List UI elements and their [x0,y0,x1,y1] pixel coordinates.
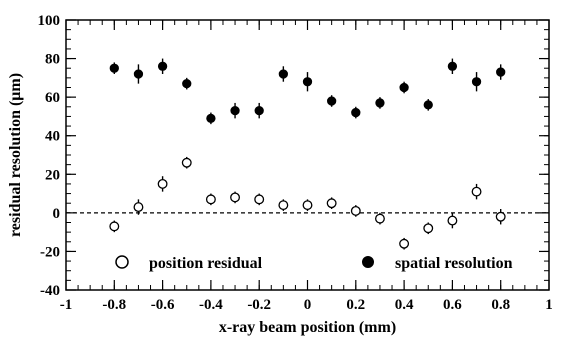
point-spatial-resolution [375,98,385,108]
point-position-residual [230,192,241,203]
x-tick-label: 1 [545,297,553,313]
y-axis-title: residual resolution (μm) [7,73,24,237]
point-position-residual [302,200,313,211]
point-position-residual [133,202,144,213]
legend-marker-position-residual [115,255,129,269]
point-spatial-resolution [471,77,482,87]
point-spatial-resolution [326,96,337,106]
point-spatial-resolution [423,100,433,110]
point-spatial-resolution [278,69,289,79]
point-position-residual [399,238,410,249]
point-position-residual [254,194,265,205]
point-spatial-resolution [447,61,458,71]
point-spatial-resolution [182,78,192,89]
point-position-residual [423,223,434,234]
x-tick-label: 0 [304,297,312,313]
x-tick-label: -1 [60,297,73,313]
y-tick-label: 60 [45,90,60,106]
x-tick-label: -0.4 [199,297,223,313]
point-position-residual [447,215,458,226]
point-spatial-resolution [230,105,240,116]
point-position-residual [350,205,361,216]
x-tick-label: -0.8 [102,297,126,313]
y-tick-label: -40 [40,283,60,299]
point-position-residual [471,186,482,197]
point-position-residual [326,198,337,209]
point-spatial-resolution [302,77,313,87]
point-spatial-resolution [254,105,264,116]
x-tick-label: -0.6 [151,297,175,313]
point-position-residual [181,157,192,168]
x-tick-label: 0.4 [395,297,414,313]
x-axis-title: x-ray beam position (mm) [219,319,396,336]
legend-marker-spatial-resolution [362,256,374,268]
data-points [109,58,506,250]
x-tick-label: 0.2 [346,297,365,313]
y-tick-label: 40 [45,129,60,145]
point-spatial-resolution [157,61,168,71]
y-tick-label: 0 [53,206,61,222]
tick-labels: -1 -0.8 -0.6 -0.4 -0.2 0 0.2 0.4 0.6 0.8 1 -40 -20 0 2… [38,13,553,313]
point-spatial-resolution [109,63,119,73]
point-position-residual [375,213,385,224]
x-tick-label: -0.2 [247,297,271,313]
point-spatial-resolution [399,82,409,93]
point-position-residual [157,178,168,189]
legend-label-spatial-resolution: spatial resolution [395,255,513,272]
plot-frame [65,19,550,291]
point-spatial-resolution [351,107,361,118]
point-position-residual [495,211,506,222]
point-spatial-resolution [496,67,506,77]
y-tick-label: 80 [45,52,60,68]
point-position-residual [278,200,289,211]
x-tick-label: 0.8 [491,297,510,313]
point-position-residual [205,194,216,205]
legend: position residual spatial resolution [115,255,513,272]
axis-ticks [65,19,550,291]
point-spatial-resolution [206,113,216,124]
y-tick-label: 100 [38,13,61,29]
legend-label-position-residual: position residual [149,255,263,272]
point-spatial-resolution [133,69,144,79]
y-tick-label: 20 [45,167,60,183]
x-tick-label: 0.6 [443,297,462,313]
point-position-residual [109,221,120,232]
y-tick-label: -20 [40,244,60,260]
